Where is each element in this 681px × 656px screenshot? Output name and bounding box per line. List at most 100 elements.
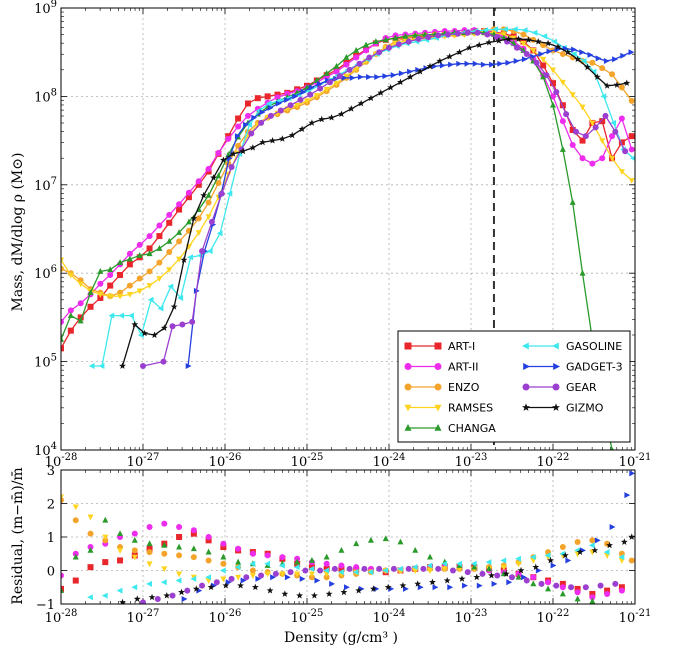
data-point [157,305,164,312]
residual-series [61,470,635,604]
data-point [156,259,163,266]
residual-point [190,527,197,534]
residual-point [72,504,79,511]
residual-point [470,560,477,567]
data-point [215,180,222,187]
residual-point [628,533,635,540]
data-point [363,47,370,54]
data-point [308,84,315,91]
residual-point [329,580,336,587]
residual-point [87,594,93,601]
data-point [464,29,471,36]
residual-point [72,577,79,584]
residual-point [405,565,412,572]
data-point [170,303,178,310]
residual-point [559,590,566,597]
data-point [415,66,422,73]
residual-point [117,548,124,554]
residual-point [523,577,530,584]
residual-point [427,553,433,560]
data-point [448,61,454,68]
data-point [259,109,266,116]
residual-point [479,570,486,577]
residual-point [574,589,581,596]
data-point [569,126,576,133]
data-point [265,100,272,107]
data-point [390,72,397,79]
residual-point [131,536,138,543]
residual-enzo [61,497,635,581]
residual-point [235,558,242,565]
data-point [505,59,512,66]
data-point [382,73,389,80]
residual-y-tick-label: −1 [36,598,55,613]
data-point [219,156,227,163]
data-point [179,321,186,328]
residual-point [530,574,537,581]
residual-point [220,576,227,583]
data-point [136,252,143,258]
residual-point [515,573,522,580]
data-point [593,73,601,80]
data-point [190,214,198,222]
legend-entry-ramses: RAMSES [404,402,493,415]
data-point [97,267,104,274]
residual-point [500,557,507,564]
data-point [543,72,550,79]
data-point [118,312,125,319]
residual-point [559,584,566,591]
residual-point [476,582,483,589]
data-point [166,219,173,226]
residual-point [61,572,64,579]
data-point [623,79,631,87]
data-point [136,275,143,282]
data-point [333,80,340,87]
residual-point [338,565,345,572]
residual-point [629,470,635,477]
data-point [602,112,609,119]
legend-entry-gizmo: GIZMO [522,402,604,415]
data-point [160,324,168,331]
residual-point [220,540,227,547]
residual-point [343,584,350,591]
legend-marker [404,404,412,412]
data-point [511,26,518,33]
data-point [176,206,183,213]
data-point [177,294,184,301]
data-point [107,282,114,289]
data-point [363,41,370,48]
legend-entry-changa: CHANGA [404,422,496,435]
residual-point [352,569,359,576]
residual-point [597,582,604,589]
series-line [121,38,627,367]
data-point [308,119,316,126]
residual-point [462,582,468,589]
data-point [185,218,192,225]
residual-point [588,542,595,549]
data-point [195,215,202,222]
data-point [248,130,255,137]
data-point [234,133,241,140]
bottom-x-tick-label: 10-27 [127,608,160,626]
data-point [582,133,589,140]
data-point [97,294,104,301]
residual-point [464,569,471,576]
legend-entry-art-ii: ART-II [404,361,479,374]
data-point [550,101,556,108]
data-point [97,292,104,298]
data-point [156,233,163,240]
residual-point [225,579,232,586]
y-tick-label: 105 [34,353,57,371]
residual-point [491,580,498,587]
data-point [610,119,617,126]
data-point [520,40,527,47]
data-point [225,135,232,142]
data-point [513,44,520,51]
bottom-y-axis-title: Residual, (m−m̄)/m̄ [10,467,26,604]
residual-point [176,571,183,578]
residual-point [382,567,389,574]
residual-point [299,575,306,582]
data-point [199,248,206,255]
data-point [613,81,621,88]
